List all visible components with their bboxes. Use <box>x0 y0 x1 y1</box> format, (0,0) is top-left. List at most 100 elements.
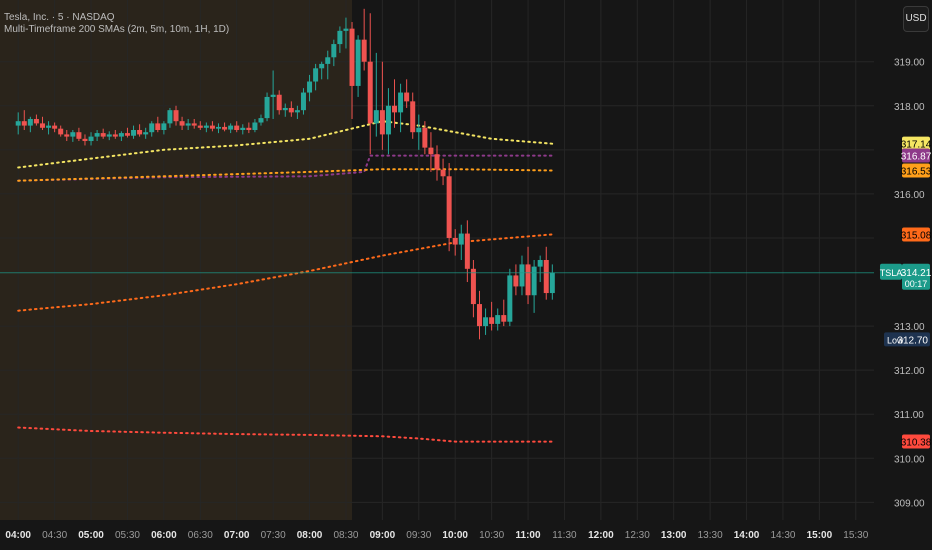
price-scale[interactable]: 319.00 318.00 316.00 313.00 312.00 311.00 310.… <box>874 0 932 550</box>
candle-body <box>416 127 422 133</box>
candle-body <box>270 94 276 97</box>
price-scale-label: 311.00 <box>894 410 924 421</box>
time-axis-label: 05:30 <box>115 530 140 541</box>
candle-body <box>76 132 82 139</box>
time-axis-label: 11:30 <box>552 530 577 541</box>
symbol-title[interactable]: Tesla, Inc. · 5 · NASDAQ <box>4 12 115 23</box>
premarket-session-background <box>0 0 353 520</box>
time-axis-label: 07:30 <box>261 530 286 541</box>
indicator-title[interactable]: Multi-Timeframe 200 SMAs (2m, 5m, 10m, 1… <box>4 24 230 35</box>
candle-body <box>94 133 100 137</box>
sma-value-tag-bg <box>902 434 930 449</box>
candle-body <box>337 30 343 45</box>
price-scale-label: 312.00 <box>894 366 925 377</box>
candle <box>258 114 264 126</box>
candle <box>373 52 379 137</box>
candle <box>252 118 258 133</box>
candle <box>440 158 446 186</box>
candle-body <box>240 127 246 130</box>
grid <box>0 0 874 520</box>
sma-value-tag-bg <box>902 136 930 151</box>
candle-body <box>143 132 149 135</box>
candle-body <box>276 94 282 111</box>
candle <box>349 22 355 119</box>
time-axis-label: 14:30 <box>770 530 795 541</box>
sma-value-tag-bg <box>902 148 930 163</box>
candle-body <box>149 123 155 133</box>
time-axis-label: 13:30 <box>698 530 723 541</box>
sma-value-tag: 316.53 <box>901 163 932 178</box>
candle <box>100 128 106 139</box>
sma-value-tag-label: 317.14 <box>901 140 932 151</box>
candle <box>422 121 428 155</box>
price-scale-label: 309.00 <box>894 498 925 509</box>
currency-button[interactable]: USD <box>903 6 929 32</box>
candle <box>197 121 203 130</box>
candle-body <box>464 233 470 269</box>
candle-body <box>355 39 361 86</box>
candle <box>112 130 118 139</box>
candle-body <box>489 317 495 324</box>
candle <box>131 125 137 139</box>
candle <box>343 17 349 49</box>
candle-body <box>179 121 185 126</box>
candle-body <box>361 39 367 62</box>
candle-body <box>531 266 537 296</box>
candle <box>124 127 130 138</box>
price-scale-label: 318.00 <box>894 102 925 113</box>
time-axis-label: 09:00 <box>370 530 396 541</box>
candle <box>307 74 313 102</box>
candle <box>216 123 221 134</box>
candle-body <box>476 304 482 327</box>
low-tag-label: Low <box>887 335 904 345</box>
candle <box>27 116 33 133</box>
time-axis-label: 04:30 <box>42 530 67 541</box>
candle-body <box>519 264 525 287</box>
low-tag-bg <box>884 332 930 347</box>
time-axis-label: 12:00 <box>588 530 614 541</box>
price-scale-label: 310.00 <box>894 454 925 465</box>
candle <box>452 229 458 256</box>
candle-body <box>307 81 313 93</box>
symbol-tag-bg <box>880 263 902 280</box>
candle-body <box>288 107 294 113</box>
candle <box>179 116 185 130</box>
candle-body <box>452 237 458 245</box>
candle <box>392 79 398 128</box>
candle <box>52 122 58 133</box>
candle <box>355 35 361 97</box>
candle-body <box>264 96 270 119</box>
candle-body <box>155 123 161 130</box>
candle <box>228 123 234 134</box>
sma-line-1 <box>17 120 554 169</box>
current-price-tag-bg <box>902 263 930 290</box>
candle <box>209 121 215 132</box>
time-axis[interactable]: 04:00 04:30 05:00 05:30 06:00 06:30 07:00 07:30… <box>0 520 874 550</box>
candle <box>143 127 149 139</box>
price-scale-label: 319.00 <box>894 58 925 69</box>
sma-line-4 <box>17 233 554 312</box>
price-scale-label: 313.00 <box>894 322 925 333</box>
time-axis-label: 13:00 <box>661 530 687 541</box>
candle-body <box>410 101 416 133</box>
candle <box>58 125 64 137</box>
candle <box>21 110 27 130</box>
candle <box>191 118 197 129</box>
sma-value-tag: 317.14 <box>901 136 932 151</box>
candle <box>385 88 391 155</box>
candle-body <box>222 126 228 130</box>
candle <box>282 103 288 117</box>
candle-body <box>446 176 452 238</box>
time-axis-label: 04:00 <box>5 530 31 541</box>
candle-body <box>392 105 398 113</box>
candle <box>161 121 167 135</box>
sma-line-5 <box>17 426 554 443</box>
candle <box>519 255 525 296</box>
candle-body <box>501 315 507 322</box>
candle-body <box>470 268 476 305</box>
sma-value-tag-label: 316.53 <box>901 167 932 178</box>
candle <box>46 121 52 135</box>
sma-value-tag: 315.08 <box>901 227 932 242</box>
candle <box>537 255 543 283</box>
